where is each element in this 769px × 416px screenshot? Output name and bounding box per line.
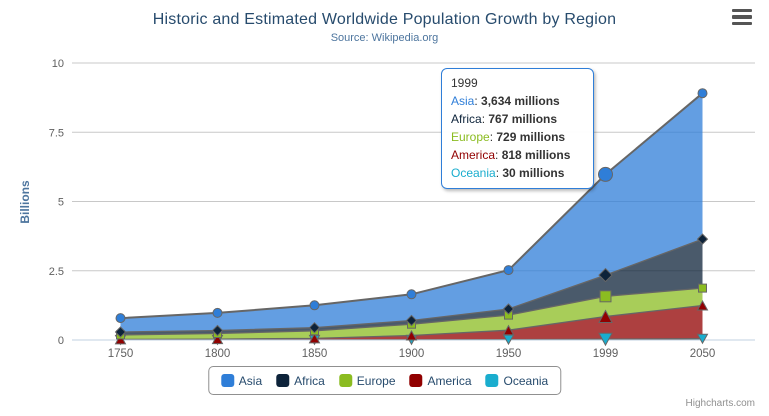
marker-africa-1950[interactable] xyxy=(502,303,515,315)
marker-america-2050[interactable] xyxy=(696,299,709,311)
marker-europe-1999[interactable] xyxy=(599,290,612,303)
chart-subtitle: Source: Wikipedia.org xyxy=(330,32,439,44)
legend-symbol xyxy=(409,374,423,387)
marker-africa-1999[interactable] xyxy=(598,267,613,283)
marker-america-1800[interactable] xyxy=(211,333,224,345)
legend-label: America xyxy=(427,373,472,388)
marker-america-1950[interactable] xyxy=(502,324,515,336)
marker-oceania-2050[interactable] xyxy=(696,333,709,345)
marker-asia-1950[interactable] xyxy=(503,265,514,276)
y-axis-label-2.5: 2.5 xyxy=(49,266,64,278)
legend-label: Europe xyxy=(356,373,396,388)
x-axis-label-1900: 1900 xyxy=(399,348,425,360)
marker-africa-2050[interactable] xyxy=(696,233,709,245)
legend-label: Asia xyxy=(238,373,263,388)
marker-asia-1900[interactable] xyxy=(406,289,417,300)
legend-item-europe[interactable]: Europe xyxy=(338,373,396,388)
legend-item-africa[interactable]: Africa xyxy=(276,374,325,388)
marker-america-1999[interactable] xyxy=(598,309,613,323)
credits-link[interactable]: Highcharts.com xyxy=(685,398,755,409)
legend: Asia Africa Europe America Oceania xyxy=(207,366,562,395)
tooltip-row-america: America: 818 millions xyxy=(451,148,571,162)
marker-america-1850[interactable] xyxy=(308,332,321,344)
legend-symbol xyxy=(276,374,290,387)
tooltip-row-asia: Asia: 3,634 millions xyxy=(451,94,560,108)
y-axis-label-0: 0 xyxy=(58,335,64,347)
area-america[interactable] xyxy=(120,305,703,340)
x-axis-label-1750: 1750 xyxy=(108,348,134,360)
y-axis-label-7.5: 7.5 xyxy=(49,127,64,139)
tooltip-header: 1999 xyxy=(451,76,478,90)
x-axis-label-1800: 1800 xyxy=(205,348,231,360)
legend-symbol xyxy=(485,374,499,387)
y-axis-title: Billions xyxy=(18,180,32,224)
legend-label: Africa xyxy=(294,373,325,388)
marker-asia-1850[interactable] xyxy=(309,300,320,311)
y-axis-label-10: 10 xyxy=(52,58,64,70)
tooltip-row-africa: Africa: 767 millions xyxy=(451,112,558,126)
marker-africa-1800[interactable] xyxy=(211,324,224,337)
legend-item-oceania[interactable]: Oceania xyxy=(485,373,549,388)
legend-symbol xyxy=(338,374,352,387)
marker-africa-1750[interactable] xyxy=(114,326,127,338)
area-africa[interactable] xyxy=(120,239,703,335)
x-axis-label-1850: 1850 xyxy=(302,348,328,360)
marker-oceania-1999[interactable] xyxy=(598,332,613,347)
marker-asia-1800[interactable] xyxy=(212,307,223,318)
marker-asia-2050[interactable] xyxy=(697,88,708,99)
marker-america-1900[interactable] xyxy=(405,329,418,341)
x-axis-label-1999: 1999 xyxy=(593,348,619,360)
legend-item-asia[interactable]: Asia xyxy=(220,373,263,388)
tooltip-row-oceania: Oceania: 30 millions xyxy=(451,166,565,180)
marker-africa-1850[interactable] xyxy=(308,321,321,334)
marker-europe-2050[interactable] xyxy=(698,283,707,293)
area-asia[interactable] xyxy=(120,93,703,332)
marker-asia-1999[interactable] xyxy=(598,166,613,182)
legend-label: Oceania xyxy=(503,373,549,388)
marker-africa-1900[interactable] xyxy=(405,314,418,327)
y-axis-label-5: 5 xyxy=(58,197,64,209)
legend-symbol xyxy=(220,374,234,387)
chart-title: Historic and Estimated Worldwide Populat… xyxy=(152,11,617,28)
legend-item-america[interactable]: America xyxy=(409,373,472,388)
hamburger-menu-icon xyxy=(732,9,752,13)
export-menu-button[interactable] xyxy=(732,9,754,25)
tooltip-row-europe: Europe: 729 millions xyxy=(451,130,566,144)
marker-asia-1750[interactable] xyxy=(115,313,126,324)
tooltip: 1999 Asia: 3,634 millions Africa: 767 mil… xyxy=(441,68,594,189)
x-axis-label-1950: 1950 xyxy=(496,348,522,360)
x-axis-label-2050: 2050 xyxy=(690,348,716,360)
